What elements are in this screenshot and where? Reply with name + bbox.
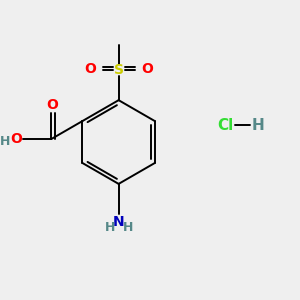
Text: S: S [114, 63, 124, 77]
Text: H: H [122, 221, 133, 234]
Text: O: O [84, 62, 96, 76]
Text: O: O [142, 62, 154, 76]
Text: H: H [104, 221, 115, 234]
Text: Cl: Cl [217, 118, 233, 133]
Text: H: H [0, 134, 11, 148]
Text: H: H [252, 118, 265, 133]
Text: O: O [11, 132, 22, 146]
Text: O: O [46, 98, 58, 112]
Text: N: N [113, 215, 124, 229]
